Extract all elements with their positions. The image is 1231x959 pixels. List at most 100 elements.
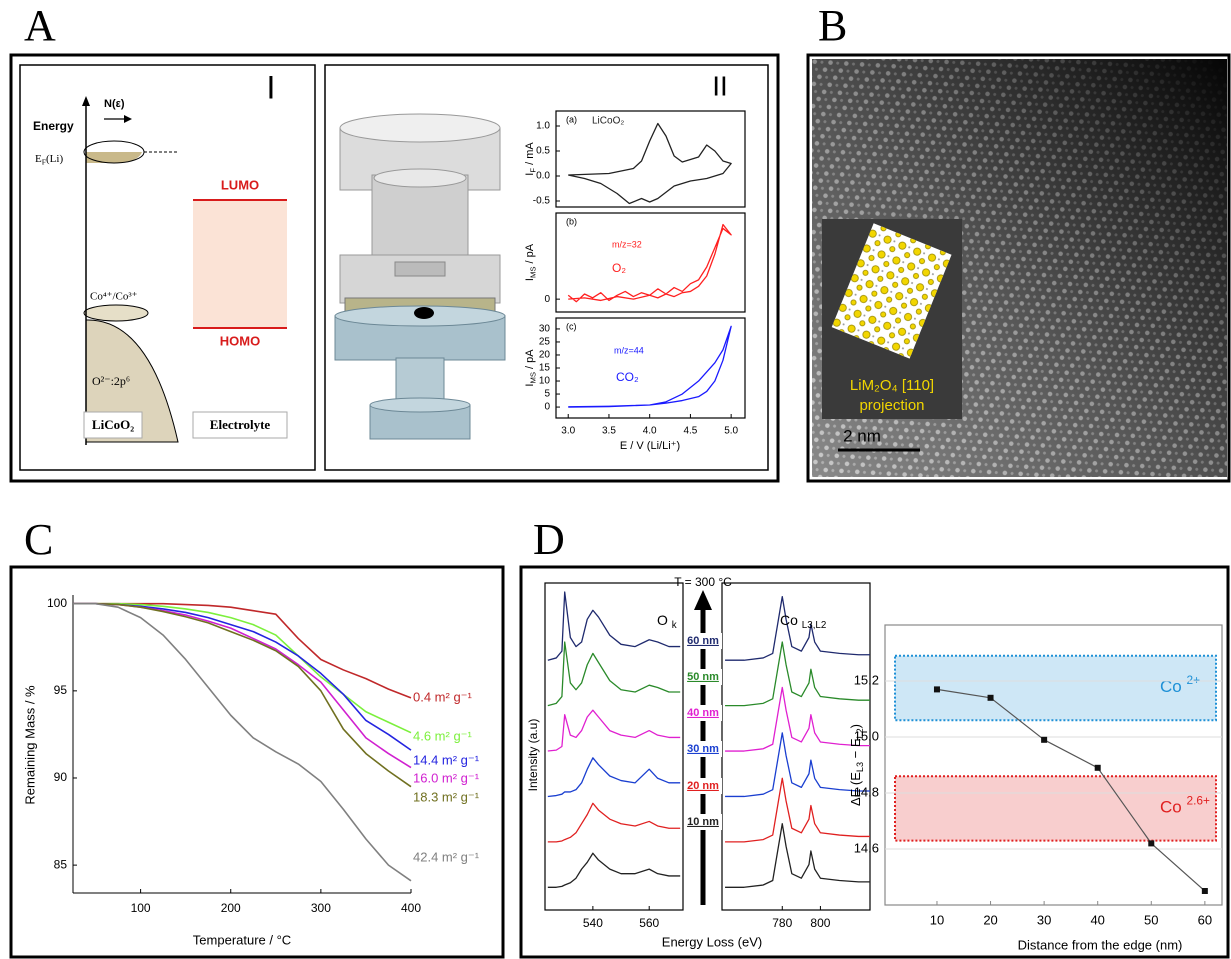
data-point (1041, 736, 1048, 743)
y-tick-label: 30 (539, 324, 551, 335)
y-tick-label: 85 (54, 857, 68, 871)
series-label: 14.4 m² g⁻¹ (413, 752, 480, 767)
y-axis-label: IMS / pA (524, 243, 537, 281)
y-axis-label: Remaining Mass / % (22, 685, 37, 805)
inset-label: LiM₂O₄ [110] (850, 377, 934, 394)
series-label: 0.4 m² g⁻¹ (413, 689, 473, 704)
data-point (1148, 840, 1155, 847)
series-line (547, 802, 681, 843)
inset-label: projection (859, 397, 924, 414)
annotation-part: k (672, 620, 677, 631)
annotation: O k (657, 612, 677, 631)
oxygen-band (85, 319, 179, 443)
label-bg (684, 705, 722, 721)
y-tick-label: 25 (539, 337, 551, 348)
cell-drawing (334, 113, 506, 440)
x-tick-label: 4.0 (643, 426, 657, 437)
y-axis-label-part: / pA (524, 349, 536, 372)
band-label: Co 2+ (1160, 673, 1200, 696)
label-bg (684, 633, 722, 649)
x-tick-label: 540 (583, 916, 603, 930)
y-axis-label-part: MS (528, 267, 537, 279)
series-line (73, 602, 412, 788)
y-axis-label-part: / pA (524, 243, 536, 266)
band (894, 775, 1217, 842)
y-axis-label: ΔE (EL3 − EL2) (848, 724, 865, 806)
x-tick-label: 50 (1144, 912, 1158, 927)
y-tick-label: 1.0 (536, 121, 550, 132)
plot-frame (555, 317, 746, 419)
scale-label: 2 nm (843, 426, 881, 445)
x-tick-label: 3.0 (561, 426, 575, 437)
fermi-label-part: E (35, 153, 42, 165)
y-axis-label-part: I (524, 384, 536, 387)
y-axis-label: Intensity (a.u) (526, 719, 540, 792)
series-line (547, 757, 681, 798)
x-tick-label: 100 (131, 901, 151, 915)
annotation: Co L3,L2 (780, 612, 826, 631)
filled-states (86, 152, 142, 163)
annotation: O₂ (612, 261, 626, 275)
y-axis-label-part: ) (848, 724, 863, 728)
x-tick-label: 300 (311, 901, 331, 915)
panel-frame (9, 53, 780, 483)
label-box (192, 411, 288, 439)
label-bg (684, 669, 722, 685)
x-tick-label: 30 (1037, 912, 1051, 927)
series-line (568, 122, 732, 205)
stem-image (812, 59, 1227, 477)
band (894, 654, 1217, 722)
x-tick-label: 10 (930, 912, 944, 927)
shape (339, 113, 501, 143)
data-point (987, 694, 994, 701)
series-line (547, 852, 681, 888)
series-line (725, 595, 870, 661)
x-tick-label: 40 (1090, 912, 1104, 927)
x-tick-label: 200 (221, 901, 241, 915)
fermi-label: EF(Li) (35, 153, 63, 167)
y-tick-label: 15.2 (854, 672, 879, 687)
panel-frame (806, 53, 1231, 483)
fermi-label-part: F (42, 157, 46, 166)
y-tick-label: 15 (539, 363, 551, 374)
annotation-part: L3,L2 (802, 620, 827, 631)
depth-label: 20 nm (687, 780, 719, 792)
plot-frame (555, 212, 746, 313)
annotation-part: O (657, 612, 672, 628)
band-label: O²⁻:2p⁶ (92, 374, 130, 388)
series-label: 18.3 m² g⁻¹ (413, 789, 480, 804)
panel-label: D (533, 515, 565, 564)
band-label-part: 2.6+ (1186, 794, 1210, 808)
data-point (933, 686, 940, 693)
series-line (725, 686, 870, 752)
y-tick-label: 0 (544, 402, 550, 413)
data-point (1094, 764, 1101, 771)
subpanel-frame (324, 64, 769, 471)
plot-frame (555, 110, 746, 208)
series-line (936, 688, 1206, 892)
plot-frame (884, 624, 1223, 906)
label-box (83, 411, 143, 439)
y-tick-label: 95 (54, 683, 68, 697)
label-bg (684, 741, 722, 757)
depth-label: 50 nm (687, 671, 719, 683)
data-point (1201, 888, 1208, 894)
shape (369, 397, 471, 413)
annotation: m/z=44 (614, 345, 644, 355)
series-line (547, 591, 681, 661)
cobalt-band (83, 304, 149, 322)
series-label: 16.0 m² g⁻¹ (413, 770, 480, 785)
plot-frame (544, 582, 684, 911)
x-tick-label: 60 (1198, 912, 1212, 927)
series-label: 4.6 m² g⁻¹ (413, 728, 473, 743)
y-axis-label-part: I (524, 173, 536, 176)
series-line (725, 641, 870, 707)
label-bg (684, 814, 722, 830)
series-line (725, 732, 870, 798)
y-tick-label: -0.5 (533, 196, 551, 207)
y-axis-label-part: L2 (855, 728, 865, 738)
y-tick-label: 5 (544, 389, 550, 400)
series-line (73, 602, 412, 734)
shape (394, 261, 446, 277)
